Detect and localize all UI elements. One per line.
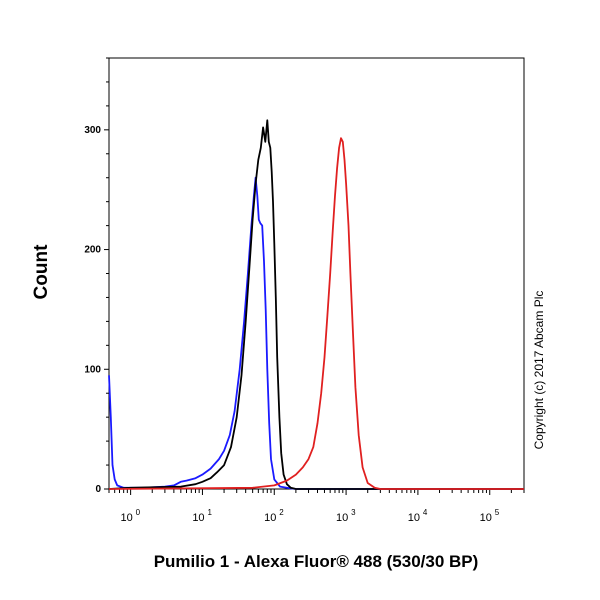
y-tick-label: 0 xyxy=(95,484,101,495)
histogram-series-line-2 xyxy=(108,119,524,490)
x-axis: 10 0 10 1 10 2 10 3 10 4 10 5 xyxy=(108,489,525,524)
y-tick-label: 200 xyxy=(84,245,101,256)
x-tick-label: 10 xyxy=(408,512,420,524)
series-layer xyxy=(108,119,524,490)
y-axis-label: Count xyxy=(31,244,52,300)
y-tick-label: 300 xyxy=(84,125,101,136)
x-tick-exponent: 5 xyxy=(495,508,500,517)
x-tick-exponent: 4 xyxy=(423,508,428,517)
x-tick-label: 10 xyxy=(480,512,492,524)
x-axis-label: Pumilio 1 - Alexa Fluor® 488 (530/30 BP) xyxy=(154,552,479,571)
x-tick-exponent: 0 xyxy=(136,508,141,517)
x-tick-exponent: 3 xyxy=(351,508,356,517)
histogram-series-line-1 xyxy=(108,176,524,490)
copyright-notice: Copyright (c) 2017 Abcam Plc xyxy=(532,291,546,450)
y-tick-label: 100 xyxy=(84,364,101,375)
y-axis: 0 100 200 300 xyxy=(84,57,109,495)
x-tick-exponent: 2 xyxy=(279,508,284,517)
x-tick-label: 10 xyxy=(264,512,276,524)
x-tick-exponent: 1 xyxy=(207,508,212,517)
x-tick-label: 10 xyxy=(120,512,132,524)
histogram-series-line-3 xyxy=(108,137,524,490)
x-tick-label: 10 xyxy=(336,512,348,524)
x-tick-label: 10 xyxy=(192,512,204,524)
